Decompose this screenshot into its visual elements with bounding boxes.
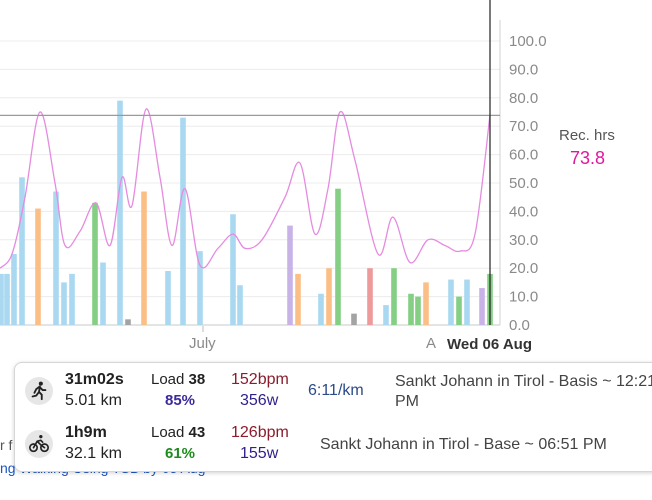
chart-bar-green[interactable] xyxy=(335,188,341,325)
activity-load-percent: 85% xyxy=(165,392,196,409)
chart-bar-gray[interactable] xyxy=(351,313,357,325)
activity-location: Sankt Johann in Tirol - Basis ~ 12:21 PM xyxy=(395,373,652,410)
chart-bar-blue[interactable] xyxy=(197,251,203,325)
chart-bar-gray[interactable] xyxy=(125,319,131,325)
activity-row-run[interactable]: 31m02s 5.01 km Load 38 85% 152bpm 356w 6… xyxy=(15,365,652,417)
chart-bar-blue[interactable] xyxy=(69,273,75,325)
chart-bar-green[interactable] xyxy=(415,296,421,325)
chart-bar-blue[interactable] xyxy=(180,117,186,326)
activity-power: 155w xyxy=(240,445,279,462)
activity-pace: 6:11/km xyxy=(308,382,364,399)
activity-heart-rate: 126bpm xyxy=(231,424,289,441)
rec-hours-line xyxy=(0,108,491,269)
chart-bar-blue[interactable] xyxy=(448,279,454,325)
activity-load: Load 43 xyxy=(151,424,205,441)
chart-bar-blue[interactable] xyxy=(0,273,4,325)
chart-bar-blue[interactable] xyxy=(117,100,123,325)
y-tick-label: 70.0 xyxy=(509,118,538,135)
chart-bar-blue[interactable] xyxy=(11,254,17,325)
chart-bar-blue[interactable] xyxy=(4,273,10,325)
activity-distance: 32.1 km xyxy=(65,445,122,462)
selected-date-label: Wed 06 Aug xyxy=(447,336,532,353)
chart-bar-blue[interactable] xyxy=(100,262,106,325)
activity-distance: 5.01 km xyxy=(65,392,122,409)
chart-bar-green[interactable] xyxy=(408,293,414,325)
chart-bar-blue[interactable] xyxy=(165,271,171,325)
load-value: 43 xyxy=(188,424,206,441)
chart-bar-blue[interactable] xyxy=(318,293,324,325)
activity-location: Sankt Johann in Tirol - Base ~ 06:51 PM xyxy=(320,436,607,453)
chart-bar-blue[interactable] xyxy=(230,214,236,325)
y-tick-label: 90.0 xyxy=(509,61,538,78)
activity-popup: 31m02s 5.01 km Load 38 85% 152bpm 356w 6… xyxy=(14,362,652,472)
training-chart[interactable]: 100.0 90.0 80.0 70.0 60.0 50.0 40.0 30.0 20.0 10.… xyxy=(0,0,652,360)
running-icon xyxy=(25,377,53,405)
chart-bar-purple[interactable] xyxy=(479,288,485,325)
chart-bar-blue[interactable] xyxy=(19,177,25,325)
load-label: Load xyxy=(151,424,185,441)
chart-bar-blue[interactable] xyxy=(237,285,243,325)
background-text: r f xyxy=(0,437,13,453)
chart-bar-red[interactable] xyxy=(367,268,373,325)
chart-bar-green[interactable] xyxy=(391,268,397,325)
chart-bar-green[interactable] xyxy=(92,202,98,325)
activity-row-ride[interactable]: 1h9m 32.1 km Load 43 61% 126bpm 155w San… xyxy=(15,418,652,470)
y-tick-label: 30.0 xyxy=(509,232,538,249)
activity-power: 356w xyxy=(240,392,279,409)
chart-bar-orange[interactable] xyxy=(141,191,147,325)
chart-bar-blue[interactable] xyxy=(53,191,59,325)
chart-bar-blue[interactable] xyxy=(383,305,389,325)
activity-heart-rate: 152bpm xyxy=(231,371,289,388)
chart-bar-orange[interactable] xyxy=(295,273,301,325)
month-label-july: July xyxy=(189,335,216,352)
chart-gridlines xyxy=(0,20,501,326)
y-tick-label: 20.0 xyxy=(509,260,538,277)
chart-bar-purple[interactable] xyxy=(287,225,293,325)
chart-bar-blue[interactable] xyxy=(61,282,67,325)
y-axis-ticks: 100.0 90.0 80.0 70.0 60.0 50.0 40.0 30.0 20.0 10.… xyxy=(509,33,547,334)
y-tick-label: 0.0 xyxy=(509,317,530,334)
y-tick-label: 50.0 xyxy=(509,175,538,192)
chart-bar-green[interactable] xyxy=(456,296,462,325)
chart-bars xyxy=(0,100,493,326)
chart-bar-orange[interactable] xyxy=(35,208,41,325)
rec-hours-label: Rec. hrs xyxy=(559,127,615,144)
chart-bar-orange[interactable] xyxy=(423,282,429,325)
y-tick-label: 10.0 xyxy=(509,289,538,306)
cycling-icon xyxy=(25,430,53,458)
activity-load-percent: 61% xyxy=(165,445,196,462)
activity-load: Load 38 xyxy=(151,371,205,388)
month-label-truncated: A xyxy=(426,335,436,352)
load-label: Load xyxy=(151,371,185,388)
activity-duration: 1h9m xyxy=(65,424,107,441)
y-tick-label: 40.0 xyxy=(509,203,538,220)
activity-duration: 31m02s xyxy=(65,371,124,388)
y-tick-label: 60.0 xyxy=(509,147,538,164)
load-value: 38 xyxy=(188,371,206,388)
chart-bar-orange[interactable] xyxy=(326,268,332,325)
y-tick-label: 80.0 xyxy=(509,90,538,107)
rec-hours-value: 73.8 xyxy=(570,148,606,168)
y-tick-label: 100.0 xyxy=(509,33,547,50)
chart-bar-blue[interactable] xyxy=(464,279,470,325)
